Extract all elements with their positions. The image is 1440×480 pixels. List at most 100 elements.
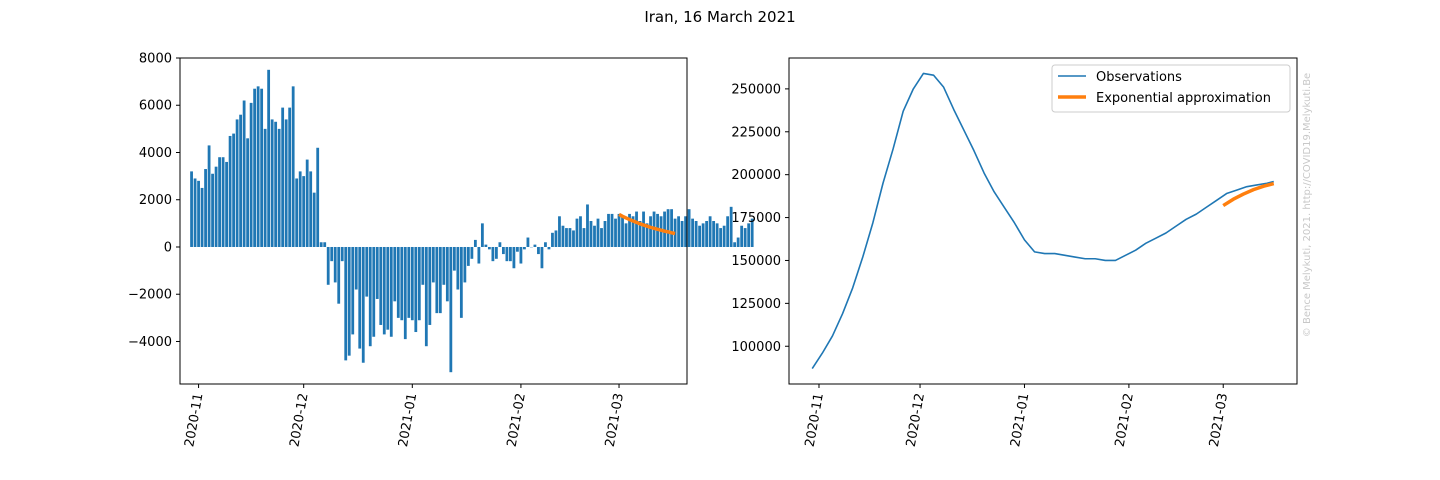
bar — [319, 242, 323, 247]
bar — [442, 246, 446, 285]
bar — [337, 246, 341, 304]
bar — [509, 246, 512, 262]
bar — [221, 157, 225, 247]
bar — [344, 246, 348, 361]
bar — [593, 225, 596, 247]
x-tick-label: 2021-03 — [1207, 392, 1231, 448]
bar — [407, 246, 411, 318]
bar — [701, 223, 705, 247]
bar — [596, 218, 600, 247]
x-tick-label: 2021-02 — [1113, 392, 1137, 448]
bar — [624, 223, 628, 247]
bar — [740, 225, 744, 247]
bar — [459, 246, 463, 318]
bar — [726, 216, 730, 247]
y-tick-label: 2000 — [139, 193, 172, 208]
bar — [368, 246, 372, 347]
bar — [631, 216, 635, 247]
bar — [551, 232, 554, 247]
right-lines-group — [811, 72, 1275, 369]
bar — [302, 176, 306, 247]
bar — [435, 246, 439, 314]
left-plot-frame — [179, 57, 688, 385]
bar — [628, 213, 631, 247]
x-tick-label: 2021-01 — [396, 392, 420, 448]
bar — [204, 169, 207, 247]
bar — [361, 246, 365, 363]
y-tick-label: 125000 — [731, 297, 781, 312]
bar — [281, 107, 285, 247]
bar — [431, 246, 435, 283]
bar — [498, 242, 502, 247]
bar — [372, 246, 376, 337]
bar — [484, 244, 488, 247]
bar — [421, 246, 425, 285]
bar — [575, 218, 579, 247]
bar — [340, 246, 344, 262]
bar — [456, 246, 460, 290]
bar — [691, 218, 694, 247]
bar — [200, 187, 204, 247]
y-tick-label: 150000 — [731, 254, 781, 269]
bar — [270, 119, 274, 247]
bar — [365, 246, 369, 297]
bar — [684, 216, 687, 247]
bar — [747, 223, 751, 247]
bar — [375, 246, 379, 299]
y-tick-label: −4000 — [128, 335, 172, 350]
bar — [386, 246, 390, 330]
bar — [680, 221, 684, 247]
bar — [719, 228, 723, 247]
bar — [312, 192, 316, 247]
bar — [382, 246, 386, 335]
bar — [663, 211, 666, 247]
y-tick-label: 8000 — [139, 52, 172, 67]
legend-label-observations: Observations — [1096, 70, 1182, 85]
bar — [291, 86, 295, 247]
bar — [547, 246, 551, 250]
right-chart: 100000 125000 150000 175000 200000 225000 2500… — [731, 57, 1298, 448]
bar — [218, 157, 221, 247]
y-tick-label: 0 — [164, 240, 172, 255]
y-tick-label: 175000 — [731, 211, 781, 226]
legend-label-approximation: Exponential approximation — [1096, 91, 1271, 106]
bar — [561, 225, 565, 247]
bar — [295, 178, 299, 247]
bar — [494, 246, 498, 259]
bar — [347, 246, 351, 356]
bar — [333, 246, 337, 283]
bar — [670, 209, 673, 247]
bar — [330, 246, 334, 262]
bar — [235, 119, 239, 247]
bar — [638, 221, 642, 247]
bar — [698, 225, 702, 247]
bar — [403, 246, 407, 340]
bar — [558, 216, 561, 247]
bar — [239, 114, 243, 247]
bar — [715, 223, 719, 247]
x-tick-label: 2021-03 — [603, 392, 627, 448]
bar — [452, 246, 456, 271]
x-tick-label: 2020-12 — [287, 392, 311, 448]
bar — [288, 107, 292, 247]
bar — [242, 100, 246, 247]
bar — [750, 218, 754, 247]
x-tick-label: 2021-01 — [1008, 392, 1032, 448]
bar — [267, 69, 271, 247]
bar — [743, 228, 747, 247]
bar — [396, 246, 400, 318]
y-tick-label: 200000 — [731, 168, 781, 183]
bar — [211, 173, 214, 247]
bar — [410, 246, 414, 321]
figure-title: Iran, 16 March 2021 — [644, 8, 795, 26]
bar — [414, 246, 418, 333]
bar — [603, 221, 607, 247]
y-tick-label: 225000 — [731, 125, 781, 140]
bar — [477, 246, 481, 264]
bar — [389, 246, 393, 337]
bar — [298, 171, 302, 247]
bar — [487, 246, 491, 250]
bar — [253, 88, 257, 247]
bar — [544, 242, 547, 247]
